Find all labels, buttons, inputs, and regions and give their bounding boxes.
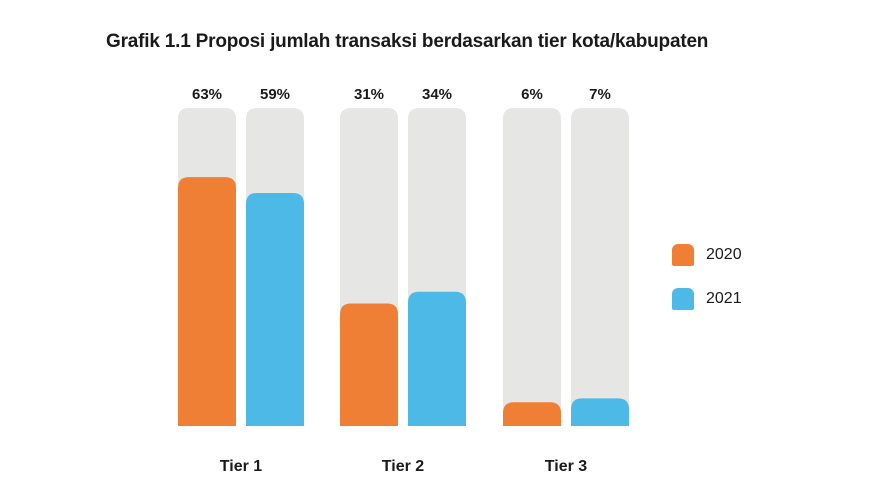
bar-tier-3-2021: [571, 398, 629, 426]
chart-title: Grafik 1.1 Proposi jumlah transaksi berd…: [106, 31, 709, 52]
legend-label-2020: 2020: [706, 246, 742, 263]
category-label-tier-3: Tier 3: [545, 458, 588, 475]
bar-tier-1-2021: [246, 192, 304, 426]
legend: 2020 2021: [672, 233, 742, 321]
legend-swatch-2020: [672, 244, 694, 266]
legend-item-2021: 2021: [672, 277, 742, 321]
value-label-tier-2-2020: 31%: [354, 86, 384, 103]
value-labels: 63% 59% 31% 34% 6% 7%: [192, 86, 611, 103]
category-label-tier-1: Tier 1: [220, 458, 263, 475]
bar-tier-3-2020: [503, 402, 561, 426]
legend-swatch-2021: [672, 288, 694, 310]
bar-tier-2-2020: [340, 303, 398, 426]
value-label-tier-1-2021: 59%: [260, 86, 290, 103]
value-label-tier-2-2021: 34%: [422, 86, 452, 103]
value-label-tier-3-2021: 7%: [589, 86, 611, 103]
bar-tier-2-2021: [408, 291, 466, 426]
bar-tier-1-2020: [178, 177, 236, 426]
category-label-tier-2: Tier 2: [382, 458, 425, 475]
value-label-tier-1-2020: 63%: [192, 86, 222, 103]
bars: [178, 177, 629, 426]
bar-track-tier-3-2020: [503, 108, 561, 426]
category-labels: Tier 1 Tier 2 Tier 3: [220, 458, 588, 475]
bar-tracks: [178, 108, 629, 426]
value-label-tier-3-2020: 6%: [521, 86, 543, 103]
bar-track-tier-3-2021: [571, 108, 629, 426]
legend-item-2020: 2020: [672, 233, 742, 277]
legend-label-2021: 2021: [706, 290, 742, 307]
